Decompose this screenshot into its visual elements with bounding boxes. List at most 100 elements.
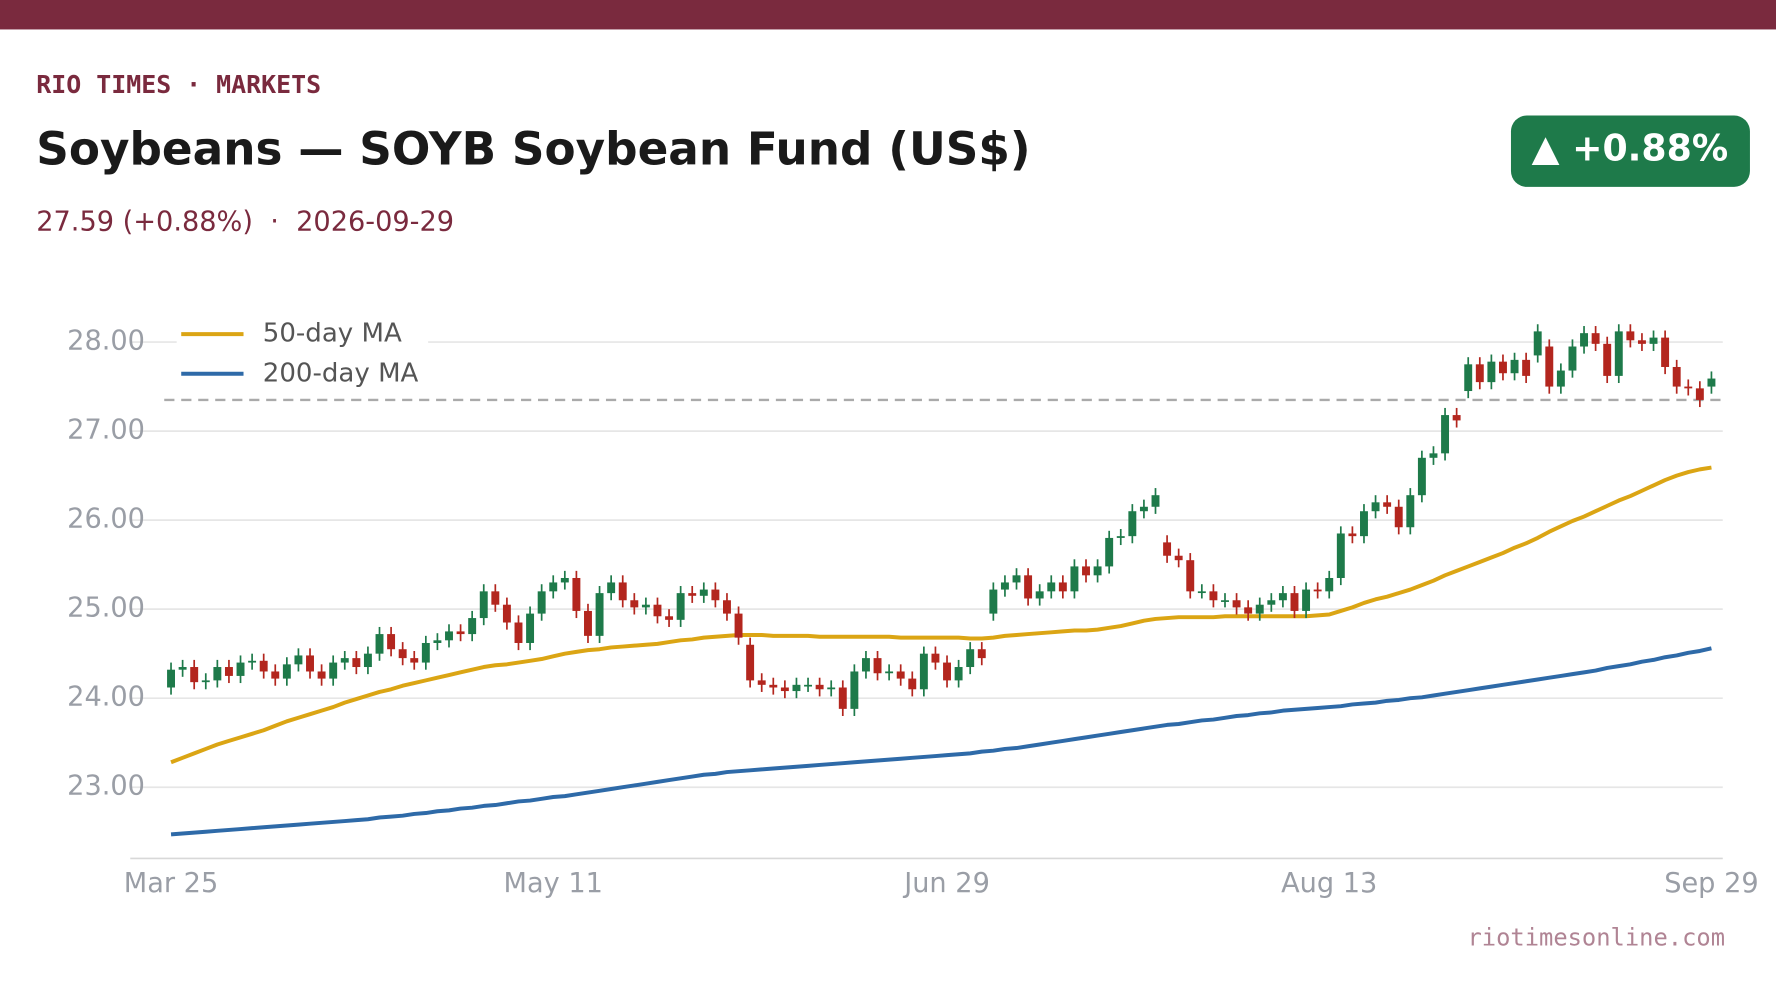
candle-body (653, 604, 662, 617)
candle-body (1209, 591, 1218, 601)
candle-body (931, 653, 940, 663)
candle-body (1614, 331, 1623, 376)
legend-label: 50-day MA (263, 319, 402, 349)
candle-body (908, 678, 917, 690)
candle-body (271, 671, 280, 679)
candle-body (526, 613, 535, 643)
candle-body (1464, 364, 1473, 392)
candle-body (815, 684, 824, 690)
candle-body (1290, 593, 1299, 611)
candle-body (1707, 378, 1716, 387)
candle-body (1197, 591, 1206, 594)
candle-body (873, 658, 882, 674)
candle-body (363, 653, 372, 668)
candle-body (1058, 582, 1067, 592)
x-tick-label: Aug 13 (1281, 868, 1377, 899)
candle-body (236, 662, 245, 676)
candle-body (1475, 364, 1484, 383)
candle-body (445, 631, 453, 641)
candle-body (827, 687, 836, 690)
candle-body (1684, 386, 1693, 389)
candle-body (792, 684, 801, 692)
candle-body (306, 655, 314, 672)
candle-body (1637, 340, 1646, 344)
subtitle: 27.59 (+0.88%) · 2026-09-29 (36, 207, 454, 238)
candle-body (468, 618, 477, 635)
candle-body (248, 660, 257, 663)
candle-body (572, 577, 581, 611)
candle-body (352, 658, 361, 668)
chart-title: Soybeans — SOYB Soybean Fund (US$) (36, 122, 1030, 175)
candle-body (1429, 453, 1438, 458)
candle-body (1672, 366, 1681, 387)
candle-body (850, 671, 859, 709)
candle-body (398, 649, 407, 659)
candle-body (688, 593, 697, 596)
candle-body (1626, 331, 1635, 341)
candle-body (387, 634, 396, 650)
candle-body (1406, 495, 1415, 528)
candle-body (282, 664, 291, 679)
ma-line (170, 465, 1712, 765)
candle-body (618, 582, 627, 601)
candle-body (178, 667, 187, 670)
candle-body (167, 669, 175, 688)
y-tick-label: 23.00 (67, 771, 145, 802)
candle-body (1174, 555, 1183, 561)
candle-body (1313, 589, 1322, 592)
candle-body (595, 593, 604, 636)
grid (130, 341, 1723, 789)
legend-label: 200-day MA (263, 358, 419, 388)
candle-body (1232, 600, 1241, 608)
candle-body (665, 616, 674, 620)
candle-body (1000, 582, 1009, 590)
candle-body (676, 593, 685, 620)
candle-body (1336, 533, 1345, 578)
candle-body (1221, 600, 1229, 602)
candle-body (1267, 600, 1276, 605)
candle-body (1371, 502, 1380, 512)
candle-body (1383, 502, 1392, 507)
candle-body (804, 684, 813, 687)
candle-body (1556, 370, 1565, 387)
badge-bg (1510, 115, 1750, 187)
candle-body (456, 631, 465, 635)
candle-body (1545, 346, 1554, 387)
candle-body (549, 582, 558, 592)
candle-body (584, 610, 592, 636)
x-tick-label: Jun 29 (902, 868, 990, 899)
candle-body (1116, 536, 1125, 538)
candle-body (1082, 566, 1090, 576)
candles (167, 324, 1716, 716)
candle-body (896, 671, 905, 679)
candle-body (201, 680, 210, 683)
candle-body (919, 653, 928, 690)
candle-body (1128, 511, 1137, 537)
candle-body (861, 658, 870, 672)
candle-body (757, 680, 766, 685)
candle-body (1452, 415, 1461, 421)
candle-body (1151, 495, 1160, 507)
candle-body (224, 667, 233, 676)
candle-body (479, 591, 488, 619)
candle-body (1441, 415, 1450, 454)
candle-body (1325, 577, 1334, 592)
x-tick-label: Mar 25 (124, 868, 218, 899)
candle-body (641, 604, 650, 608)
candle-body (421, 642, 430, 663)
candle-body (1093, 566, 1102, 576)
candle-body (746, 644, 755, 681)
candle-body (723, 600, 731, 614)
candle-body (340, 658, 349, 663)
candle-body (317, 671, 326, 679)
candle-body (1695, 388, 1704, 400)
candle-body (1278, 593, 1287, 601)
candle-body (699, 589, 708, 596)
candle-body (433, 640, 442, 643)
candle-body (769, 684, 778, 688)
candle-body (966, 649, 975, 668)
candle-body (1649, 337, 1658, 344)
ma-line (170, 646, 1712, 837)
